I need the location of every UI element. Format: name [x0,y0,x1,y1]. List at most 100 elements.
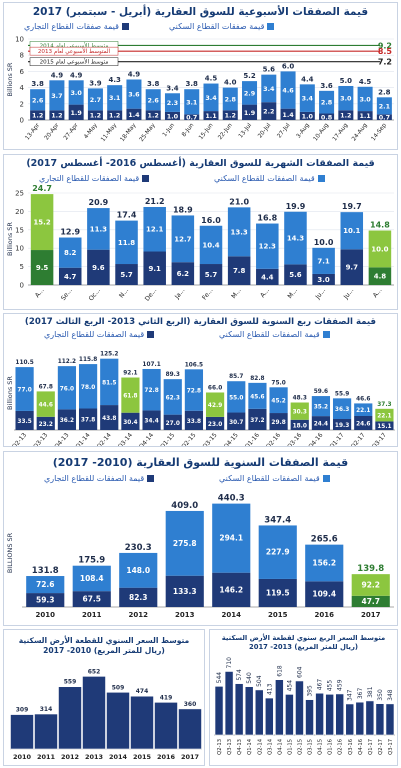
bar [264,697,274,736]
data-label-commercial: 30.4 [123,420,137,426]
average-line-label: المتوسط الأسبوعي لعام 2013 [38,47,111,55]
data-label-commercial: 9.7 [346,264,359,272]
data-label-commercial: 67.5 [82,595,101,604]
data-label-commercial: 27.0 [166,421,180,427]
bar-residential [205,392,225,417]
weekly-chart-panel: قيمة الصفقات الأسبوعية للسوق العقارية (أ… [3,2,398,150]
data-label: 454 [286,680,293,692]
y-tick-label: 0 [20,282,24,290]
x-tick-label: Q1-17 [368,739,374,755]
data-label-commercial: 146.2 [219,585,243,594]
x-tick-label: 2010 [36,611,56,619]
bar-residential [107,85,123,111]
x-tick-label: 4-May [83,122,99,140]
bar-commercial [26,593,65,607]
bar-residential [142,368,161,411]
legend-residential: قيمة الصفقات للقطاع السكني [219,474,330,483]
data-label-residential: 45.6 [250,394,264,400]
data-label-total: 4.4 [301,75,314,83]
data-label-total: 4.5 [359,78,372,86]
data-label-commercial: 0.7 [186,114,197,122]
average-line-value: 8.5 [378,47,393,56]
bar [178,708,202,750]
y-tick-label: 2 [20,100,24,108]
bar-commercial [212,572,251,607]
bar-commercial [199,264,223,285]
bar-commercial [340,249,364,285]
x-tick-label: 2017 [361,611,381,619]
x-tick-label: 2012 [61,753,79,761]
data-label-residential: 30.3 [293,410,307,416]
data-label-commercial: 1.2 [340,112,351,120]
data-label-residential: 2.8 [225,95,237,103]
bar-commercial [68,104,84,120]
bar-residential [126,79,142,109]
data-label: 459 [337,679,344,691]
data-label-commercial: 1.0 [302,112,314,120]
x-tick-label: Q2-13 [11,432,28,446]
bar-residential [115,220,138,265]
data-label-total: 125.2 [100,352,118,358]
y-axis-label: Billions SR [6,62,14,96]
data-label-commercial: 33.5 [17,419,31,425]
x-tick-label: 11-May [100,122,118,143]
bar-residential [49,80,65,111]
x-tick-label: Q4-15 [223,432,240,446]
data-label-commercial: 9.1 [148,265,161,273]
data-label-commercial: 4.8 [374,273,387,281]
data-label-total: 265.6 [311,535,338,545]
data-label-residential: 156.2 [312,558,336,567]
data-label-total: 107.1 [142,362,160,368]
x-tick-label: 2011 [82,611,102,619]
bar-commercial [165,575,204,607]
data-label-residential: 35.2 [314,405,328,411]
data-label-residential: 11.8 [118,239,135,247]
data-label-residential: 72.6 [36,580,55,589]
x-tick-label: 20-Jul [257,122,272,139]
data-label-commercial: 1.1 [205,112,216,120]
bar-commercial [284,264,307,285]
data-label-commercial: 24.4 [314,422,328,428]
data-label-residential: 2.6 [148,96,160,104]
data-label-commercial: 1.4 [128,111,140,119]
data-label-commercial: 1.2 [32,112,43,120]
data-label-commercial: 3.0 [317,276,330,284]
data-label: 618 [276,665,283,677]
bar-residential [258,525,297,579]
x-tick-label: Q4-16 [358,739,364,755]
data-label-total: 175.9 [78,556,105,566]
data-label-total: 2.8 [378,88,391,96]
data-label-total: 20.9 [89,198,109,207]
x-tick-label: Q3-14 [117,432,134,446]
y-tick-label: 8 [20,52,24,60]
data-label-residential: 12.1 [146,226,163,234]
data-label-commercial: 43.8 [102,416,116,422]
chart-title: متوسط السعر السنوي للقطعة الأرض السكنية … [18,636,190,655]
data-label-commercial: 0.8 [321,113,333,121]
bar-residential [57,366,77,410]
data-label-commercial: 4.7 [64,273,77,281]
bar-residential [171,215,195,263]
data-label-commercial: 9.6 [92,264,105,272]
data-label-residential: 76.0 [60,386,74,392]
x-tick-label: Q4-14 [138,432,155,446]
chart-title: متوسط السعر الربع سنوي لقطعة الأرض السكن… [221,634,386,651]
data-label: 574 [236,669,243,681]
annual-chart: BILLIONS SR 59.3 72.6 131.8 2010 67.5 108.4 175… [6,494,394,619]
x-tick-label: Q2-13 [217,739,223,755]
x-tick-label: Q1-16 [244,432,261,446]
data-label-commercial: 1.4 [282,111,294,119]
data-label-total: 67.8 [39,384,53,390]
bar [315,692,324,736]
bar-commercial [357,111,373,120]
quarterly-chart: Billions SR 33.5 77.0 110.5 Q2-13 23.2 44.6 67.… [6,352,395,446]
x-tick-label: Q3-15 [308,739,314,755]
data-label: 509 [112,684,125,691]
data-label-total: 5.2 [243,72,256,80]
bar-commercial [30,110,46,120]
bar-commercial [100,405,119,430]
bar-residential [375,408,394,422]
monthly-chart: Billions SR 0 5 10 15 20 25 9.5 15.2 24.7 A... 4.7 8… [6,185,394,303]
data-label-total: 48.3 [293,396,307,402]
data-label-total: 230.3 [125,543,152,553]
